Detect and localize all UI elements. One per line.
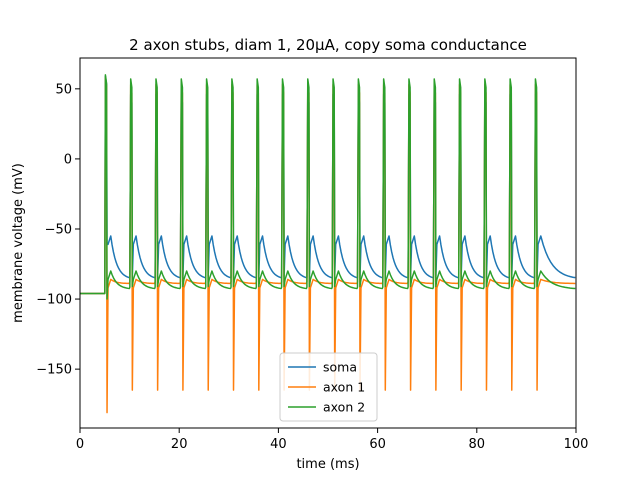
- x-tick-label: 0: [76, 437, 84, 452]
- x-tick-label: 60: [369, 437, 386, 452]
- legend-label: axon 1: [323, 380, 365, 395]
- series-layer: [80, 74, 576, 414]
- y-tick-label: −150: [36, 363, 72, 378]
- series-line-axon-2: [80, 74, 576, 300]
- legend-label: axon 2: [323, 400, 365, 415]
- y-tick-label: 0: [64, 152, 72, 167]
- x-tick-label: 80: [469, 437, 486, 452]
- legend-label: soma: [323, 360, 357, 375]
- series-line-soma: [80, 75, 576, 295]
- y-tick-label: 50: [55, 82, 72, 97]
- y-tick-label: −100: [36, 293, 72, 308]
- x-axis: 0 20 40 60 80 100: [76, 428, 589, 452]
- y-axis: −150 −100 −50 0 50: [36, 82, 80, 378]
- x-tick-label: 40: [270, 437, 287, 452]
- legend-box: [279, 352, 378, 422]
- y-tick-label: −50: [45, 222, 72, 237]
- x-axis-label: time (ms): [296, 457, 359, 472]
- y-axis-label: membrane voltage (mV): [11, 163, 26, 323]
- x-tick-label: 20: [171, 437, 188, 452]
- x-tick-label: 100: [564, 437, 589, 452]
- chart-title: 2 axon stubs, diam 1, 20µA, copy soma co…: [129, 36, 527, 54]
- plot-frame: [79, 57, 577, 429]
- legend: soma axon 1 axon 2: [279, 352, 378, 422]
